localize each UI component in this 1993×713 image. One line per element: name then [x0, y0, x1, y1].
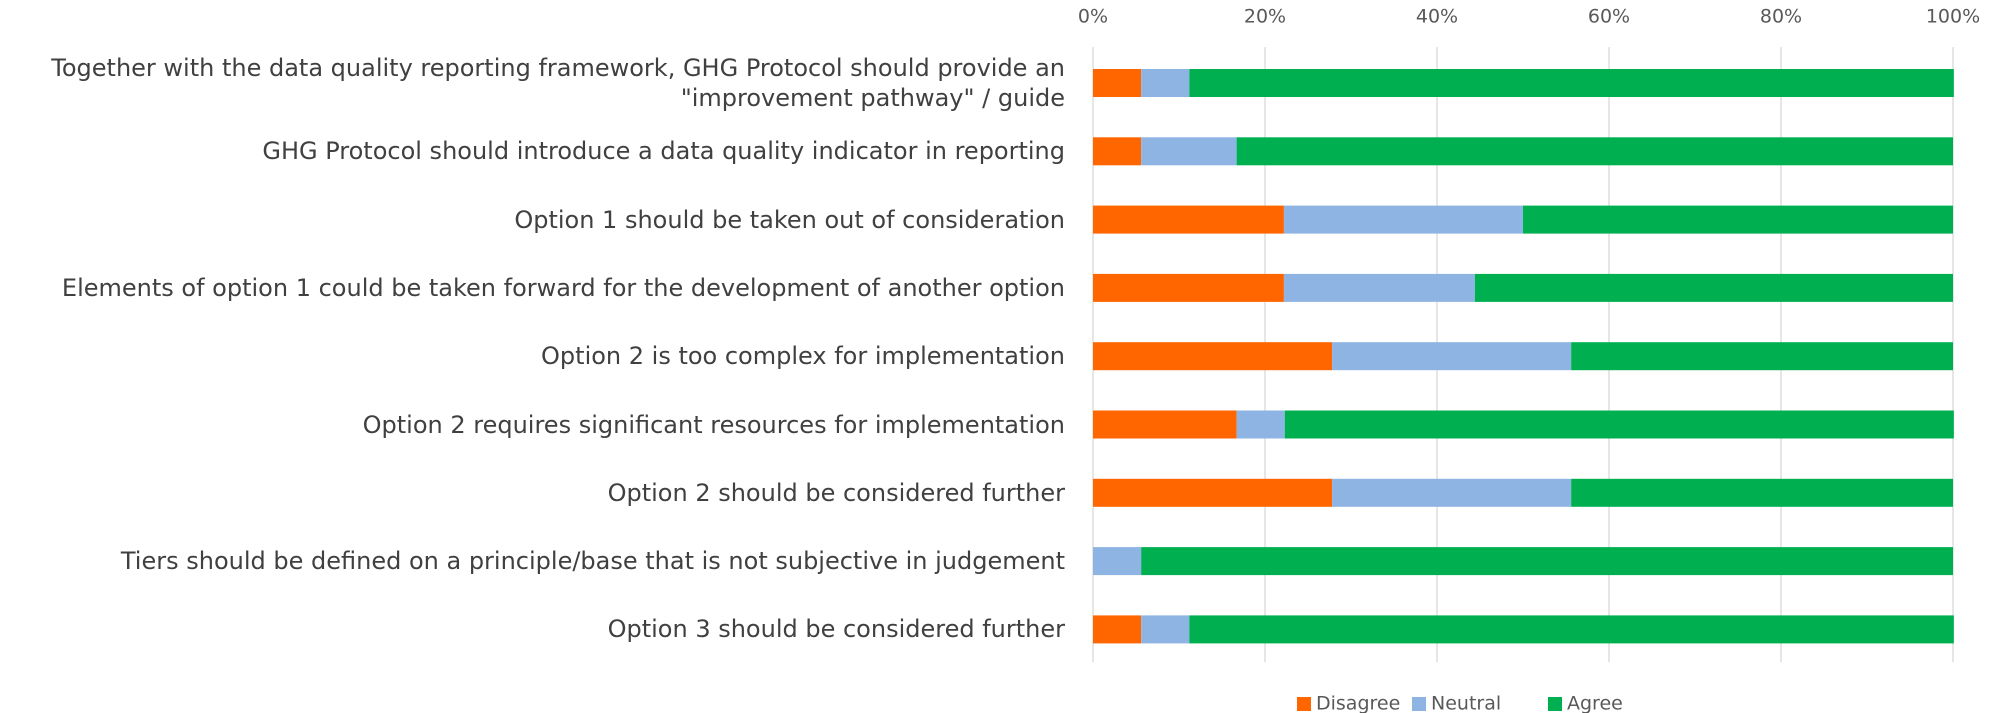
- bar-segment: [1093, 342, 1333, 371]
- category-label: Option 1 should be taken out of consider…: [514, 205, 1065, 234]
- bar-segment: [1571, 478, 1953, 507]
- category-label: Elements of option 1 could be taken forw…: [61, 273, 1065, 302]
- bar-segment: [1523, 205, 1953, 234]
- x-tick-label: 100%: [1926, 6, 1980, 28]
- bar-segment: [1141, 615, 1190, 644]
- x-tick-label: 80%: [1760, 6, 1802, 28]
- category-label: Option 2 is too complex for implementati…: [541, 342, 1065, 371]
- bar-segment: [1332, 478, 1572, 507]
- bar-segment: [1093, 69, 1142, 97]
- bar-segment: [1093, 615, 1142, 644]
- bar-segment: [1284, 410, 1954, 439]
- bar-segment: [1189, 615, 1954, 644]
- legend-swatch: [1412, 697, 1426, 711]
- legend-label: Neutral: [1431, 693, 1501, 713]
- category-label: Option 2 requires significant resources …: [362, 410, 1065, 439]
- legend-swatch: [1297, 697, 1311, 711]
- bar-segment: [1093, 547, 1142, 576]
- bar-segment: [1093, 410, 1237, 439]
- bar-segment: [1332, 342, 1572, 371]
- category-label: Tiers should be defined on a principle/b…: [120, 547, 1065, 576]
- bar-segment: [1571, 342, 1953, 371]
- bar-segment: [1236, 410, 1285, 439]
- x-tick-label: 60%: [1588, 6, 1630, 28]
- bar-segment: [1283, 205, 1523, 234]
- bar-segment: [1093, 205, 1284, 234]
- bar-segment: [1141, 547, 1953, 576]
- legend-label: Disagree: [1316, 693, 1400, 713]
- bar-segment: [1093, 478, 1333, 507]
- category-label: Option 3 should be considered further: [607, 615, 1065, 644]
- bar-segment: [1189, 69, 1954, 97]
- category-label: Together with the data quality reporting…: [51, 54, 1065, 112]
- bar-segment: [1236, 137, 1953, 166]
- bar-segment: [1474, 273, 1953, 302]
- x-tick-label: 20%: [1244, 6, 1286, 28]
- bar-segment: [1093, 273, 1284, 302]
- bar-segment: [1283, 273, 1475, 302]
- bar-segment: [1141, 69, 1190, 97]
- bar-segment: [1141, 137, 1237, 166]
- legend-swatch: [1548, 697, 1562, 711]
- x-tick-label: 40%: [1416, 6, 1458, 28]
- x-tick-label: 0%: [1078, 6, 1108, 28]
- category-label: Option 2 should be considered further: [607, 478, 1065, 507]
- bar-segment: [1093, 137, 1142, 166]
- legend-label: Agree: [1567, 693, 1623, 713]
- category-label: GHG Protocol should introduce a data qua…: [262, 137, 1065, 166]
